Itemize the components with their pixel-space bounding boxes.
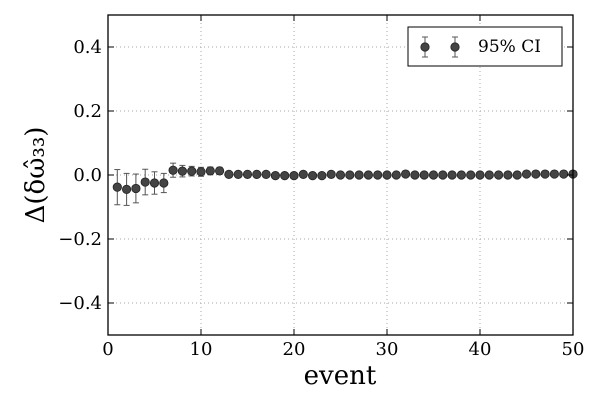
data-point <box>447 170 457 180</box>
data-point <box>270 171 280 181</box>
data-point <box>131 183 141 194</box>
data-point <box>466 170 476 180</box>
data-point <box>363 170 373 180</box>
data-point <box>242 169 253 179</box>
data-point <box>252 169 262 179</box>
data-point <box>559 169 569 179</box>
data-point <box>354 170 364 180</box>
data-point <box>187 166 197 176</box>
data-point <box>168 165 178 175</box>
data-point <box>335 170 346 180</box>
data-point <box>512 170 522 180</box>
data-points <box>112 165 578 194</box>
data-point <box>233 169 243 179</box>
data-point <box>326 169 336 179</box>
y-tick-label: −0.4 <box>58 293 102 314</box>
data-point <box>475 170 485 180</box>
data-point <box>456 170 466 180</box>
data-point <box>112 182 122 192</box>
y-tick-label: 0.4 <box>73 37 102 58</box>
ticks <box>107 15 574 335</box>
data-point <box>503 170 513 180</box>
data-point <box>400 169 411 179</box>
data-point <box>224 169 234 179</box>
x-tick-label: 10 <box>190 339 213 360</box>
y-tick-label: 0.0 <box>73 165 102 186</box>
data-point <box>261 169 271 179</box>
y-tick-label: 0.2 <box>73 101 102 122</box>
legend-marker <box>420 36 460 58</box>
data-point <box>373 170 383 180</box>
data-point <box>391 170 401 180</box>
tick-labels: 0 10 20 30 40 50 −0.4 −0.2 0.0 0.2 0.4 <box>58 37 584 360</box>
x-tick-label: 50 <box>562 339 585 360</box>
data-point <box>493 170 504 180</box>
x-tick-label: 40 <box>469 339 492 360</box>
data-point <box>345 170 355 180</box>
x-tick-label: 20 <box>283 339 306 360</box>
data-point <box>428 170 439 180</box>
x-axis-label: event <box>304 361 377 391</box>
data-point <box>122 184 132 194</box>
data-point <box>540 169 550 179</box>
legend-box <box>407 26 563 67</box>
data-point <box>307 171 318 181</box>
data-point <box>531 169 541 179</box>
data-point <box>410 170 420 180</box>
legend-label: 95% CI <box>478 37 541 57</box>
data-point <box>280 171 290 181</box>
data-point <box>438 170 448 180</box>
legend-point <box>450 42 460 52</box>
y-tick-label: −0.2 <box>58 229 102 250</box>
data-point <box>521 169 532 179</box>
legend: 95% CI <box>407 26 563 67</box>
data-point <box>298 169 308 179</box>
data-point <box>317 171 327 181</box>
y-axis-label: Δ(δω̂₃₃) <box>21 127 51 224</box>
x-tick-label: 0 <box>102 339 113 360</box>
data-point <box>382 170 392 180</box>
data-point <box>140 177 150 187</box>
data-point <box>419 170 429 180</box>
data-point <box>196 167 206 177</box>
data-point <box>177 166 187 176</box>
data-point <box>159 178 169 188</box>
legend-point <box>420 42 430 52</box>
data-point <box>484 170 494 180</box>
data-point <box>289 171 299 181</box>
data-point <box>149 178 160 188</box>
data-point <box>205 166 215 176</box>
x-tick-label: 30 <box>376 339 399 360</box>
data-point <box>215 166 225 176</box>
data-point <box>549 169 560 179</box>
